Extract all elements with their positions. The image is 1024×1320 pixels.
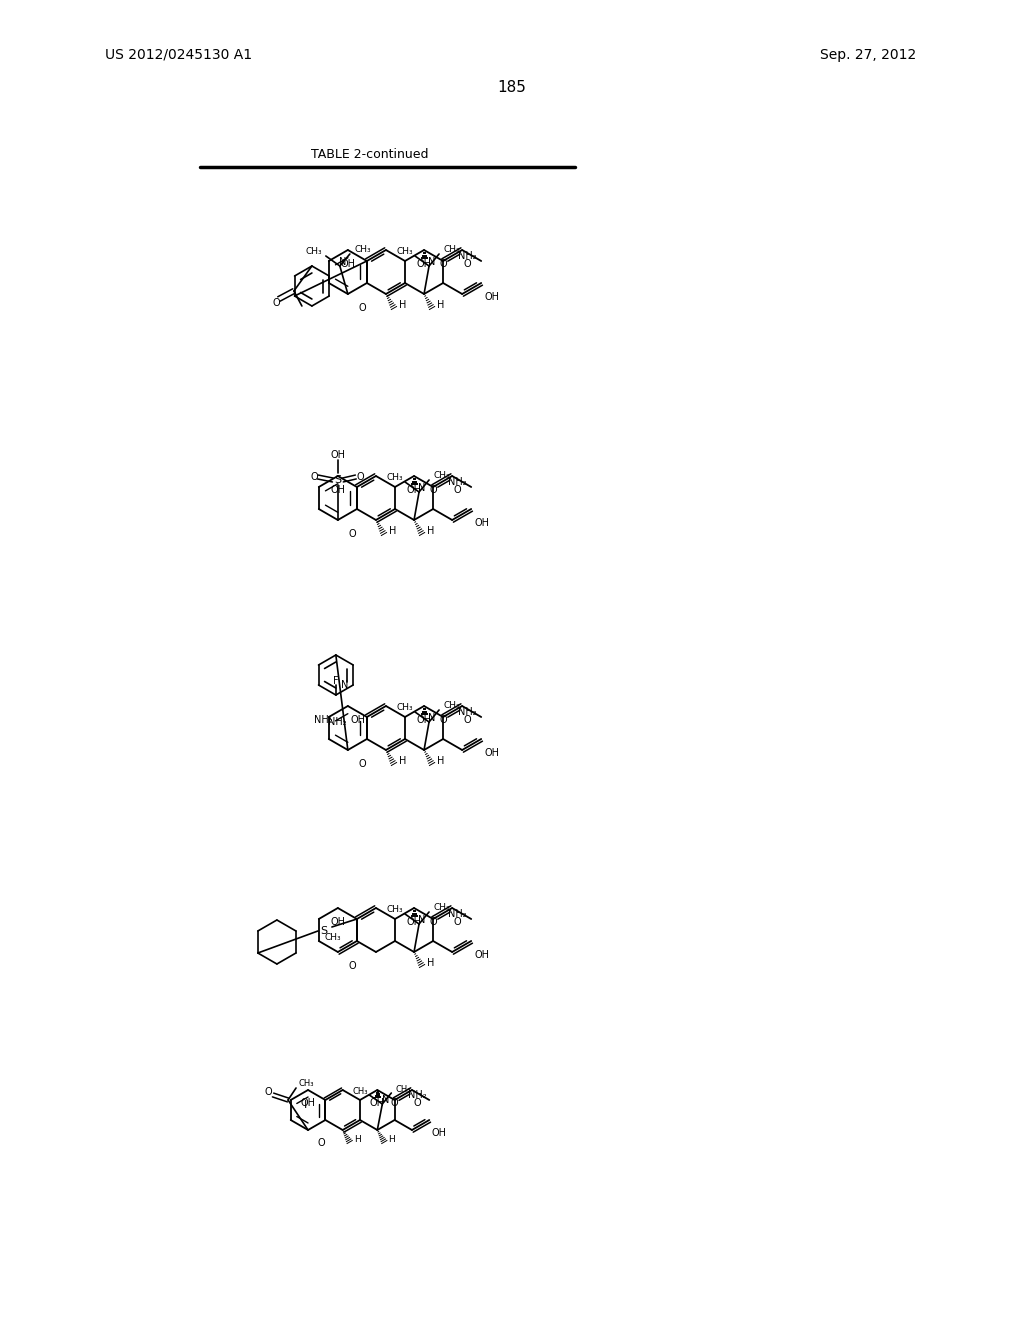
Text: S: S [334,475,341,484]
Text: OH: OH [300,1098,315,1107]
Text: CH₃: CH₃ [395,1085,411,1094]
Text: NH₂: NH₂ [314,715,333,725]
Text: H: H [427,958,434,968]
Text: I: I [304,1100,307,1110]
Text: CH₃: CH₃ [305,248,322,256]
Text: CH₃: CH₃ [396,248,413,256]
Text: OH: OH [331,484,345,495]
Text: O: O [463,715,471,725]
Text: OH: OH [474,517,489,528]
Text: O: O [391,1098,398,1107]
Text: O: O [463,259,471,269]
Text: O: O [317,1138,326,1148]
Text: OH: OH [407,917,422,927]
Text: N: N [428,713,436,723]
Text: 185: 185 [498,81,526,95]
Text: CH₃: CH₃ [325,933,341,942]
Text: O: O [348,529,356,539]
Text: O: O [413,1098,421,1107]
Text: TABLE 2-continued: TABLE 2-continued [311,149,429,161]
Text: H: H [437,756,444,766]
Text: CH₃: CH₃ [443,701,460,710]
Text: NH₂: NH₂ [449,909,467,919]
Text: O: O [358,304,367,313]
Text: CH₃: CH₃ [353,1086,369,1096]
Text: O: O [264,1086,271,1097]
Text: N: N [339,257,346,267]
Text: CH₃: CH₃ [396,704,413,713]
Text: H: H [388,1135,395,1144]
Text: CH₃: CH₃ [386,906,403,915]
Text: O: O [429,917,437,927]
Text: OH: OH [340,259,355,269]
Text: O: O [358,759,367,770]
Text: OH: OH [484,292,499,302]
Text: Sep. 27, 2012: Sep. 27, 2012 [820,48,916,62]
Text: H: H [399,756,407,766]
Text: OH: OH [484,748,499,758]
Text: N: N [382,1096,389,1105]
Text: OH: OH [432,1129,446,1138]
Text: O: O [272,298,280,308]
Text: US 2012/0245130 A1: US 2012/0245130 A1 [105,48,252,62]
Text: OH: OH [417,715,431,725]
Text: NH₂: NH₂ [449,477,467,487]
Text: OH: OH [370,1098,385,1107]
Text: CH₃: CH₃ [443,246,460,255]
Text: CH₃: CH₃ [355,246,372,255]
Text: CH₃: CH₃ [433,903,450,912]
Text: OH: OH [331,917,345,927]
Text: O: O [348,961,356,972]
Text: O: O [454,917,461,927]
Text: H: H [353,1135,360,1144]
Text: OH: OH [407,484,422,495]
Text: CH₃: CH₃ [433,471,450,480]
Text: CH₃: CH₃ [386,474,403,483]
Text: H: H [399,300,407,310]
Text: OH: OH [350,715,366,725]
Text: O: O [439,259,446,269]
Text: N: N [419,483,426,492]
Text: H: H [427,525,434,536]
Text: H: H [437,300,444,310]
Text: N: N [428,257,436,267]
Text: CH₃: CH₃ [298,1080,313,1089]
Text: NH₂: NH₂ [329,717,347,727]
Text: O: O [356,473,364,482]
Text: OH: OH [331,450,345,459]
Text: O: O [439,715,446,725]
Text: N: N [419,915,426,925]
Text: N: N [341,680,349,690]
Text: F: F [333,676,339,686]
Text: O: O [310,473,317,482]
Text: NH₂: NH₂ [408,1090,426,1100]
Text: O: O [454,484,461,495]
Text: OH: OH [474,950,489,960]
Text: O: O [429,484,437,495]
Text: NH₂: NH₂ [458,708,477,717]
Text: OH: OH [417,259,431,269]
Text: NH₂: NH₂ [458,251,477,261]
Text: S: S [321,927,328,936]
Text: H: H [389,525,396,536]
